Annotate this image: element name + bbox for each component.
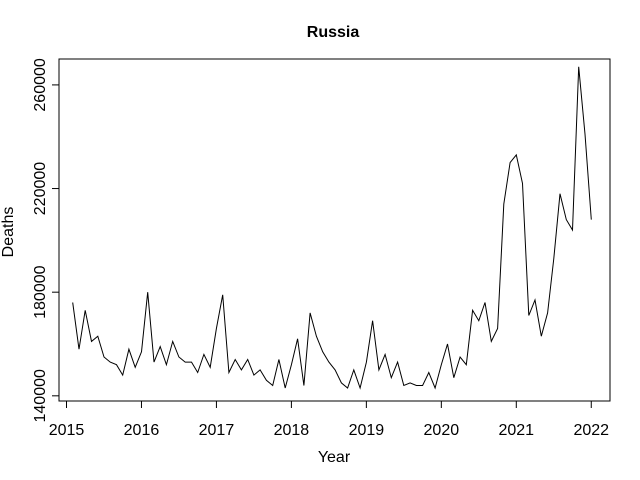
x-tick-label: 2020 (424, 422, 460, 439)
x-tick-label: 2021 (498, 422, 534, 439)
y-tick-label: 140000 (32, 369, 49, 422)
series-line (72, 66, 592, 390)
plot-frame (58, 58, 611, 402)
x-axis-label: Year (318, 449, 351, 466)
x-tick-label: 2015 (49, 422, 85, 439)
chart-title: Russia (307, 24, 360, 41)
x-tick-label: 2019 (349, 422, 385, 439)
x-tick-label: 2016 (124, 422, 160, 439)
x-tick-label: 2017 (199, 422, 235, 439)
y-axis-label: Deaths (0, 207, 17, 258)
x-axis: 2015 2016 2017 2018 2019 2020 2021 2022 (49, 401, 609, 439)
series-layer (72, 66, 592, 390)
y-tick-label: 180000 (32, 265, 49, 318)
y-axis: 140000 180000 220000 260000 (32, 58, 59, 423)
x-tick-label: 2022 (573, 422, 609, 439)
x-tick-label: 2018 (274, 422, 310, 439)
y-tick-label: 220000 (32, 162, 49, 215)
y-tick-label: 260000 (32, 58, 49, 111)
